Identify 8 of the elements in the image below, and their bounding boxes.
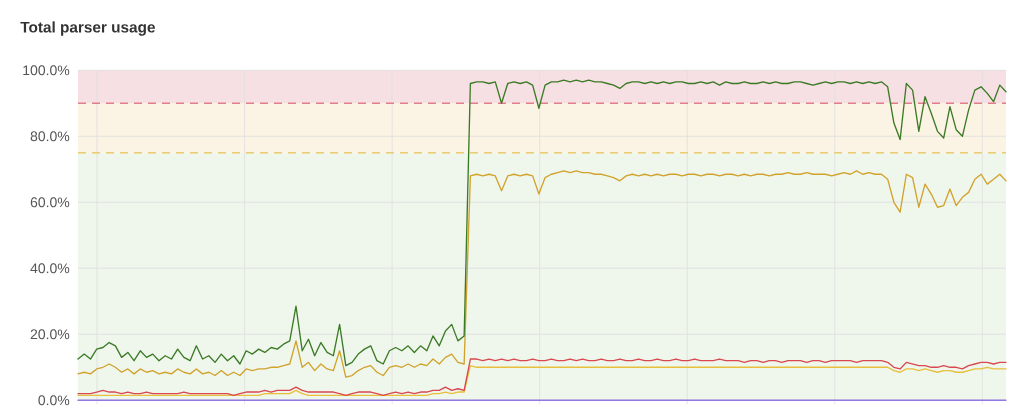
y-tick-label: 0.0% xyxy=(38,395,70,406)
y-tick-label: 100.0% xyxy=(23,65,70,76)
y-tick-label: 80.0% xyxy=(30,131,70,142)
y-tick-label: 40.0% xyxy=(30,263,70,274)
chart-title: Total parser usage xyxy=(20,21,155,36)
y-tick-label: 60.0% xyxy=(30,197,70,208)
line-series xyxy=(77,79,1007,367)
y-tick-label: 20.0% xyxy=(30,329,70,340)
